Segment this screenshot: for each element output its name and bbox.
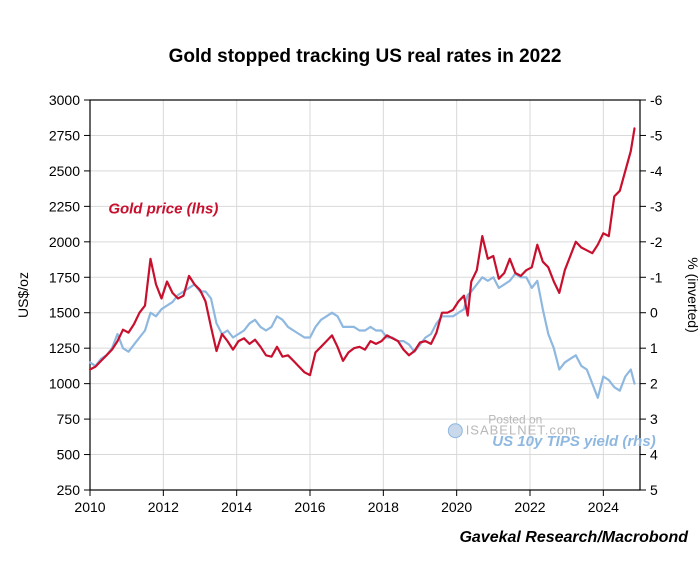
y-right-tick-label: 1 (650, 340, 658, 356)
y-left-tick-label: 2250 (49, 198, 80, 214)
y-left-tick-label: 2000 (49, 234, 80, 250)
y-right-tick-label: 2 (650, 376, 658, 392)
y-left-tick-label: 3000 (49, 92, 80, 108)
y-left-tick-label: 500 (57, 447, 81, 463)
x-tick-label: 2022 (514, 499, 545, 515)
chart-title: Gold stopped tracking US real rates in 2… (169, 46, 562, 67)
watermark-sub: ISABELNET.com (466, 423, 577, 438)
y-left-tick-label: 1000 (49, 376, 80, 392)
y-right-tick-label: 3 (650, 411, 658, 427)
y-left-tick-label: 2750 (49, 127, 80, 143)
y-right-tick-label: -3 (650, 198, 663, 214)
chart-svg: 2010201220142016201820202022202425050075… (0, 0, 700, 585)
y-left-tick-label: 2500 (49, 163, 80, 179)
chart-container: 2010201220142016201820202022202425050075… (0, 0, 700, 585)
x-tick-label: 2016 (294, 499, 325, 515)
y-left-tick-label: 1500 (49, 305, 80, 321)
x-tick-label: 2018 (368, 499, 399, 515)
y-left-tick-label: 1750 (49, 269, 80, 285)
y-left-axis-label: US$/oz (15, 272, 31, 318)
y-right-tick-label: -1 (650, 269, 663, 285)
y-left-tick-label: 750 (57, 411, 81, 427)
x-tick-label: 2012 (148, 499, 179, 515)
y-left-tick-label: 1250 (49, 340, 80, 356)
x-tick-label: 2020 (441, 499, 472, 515)
y-left-tick-label: 250 (57, 482, 81, 498)
y-right-tick-label: 0 (650, 305, 658, 321)
y-right-axis-label: % (inverted) (685, 257, 700, 332)
y-right-tick-label: 5 (650, 482, 658, 498)
y-right-tick-label: -2 (650, 234, 663, 250)
x-tick-label: 2024 (588, 499, 619, 515)
x-tick-label: 2014 (221, 499, 252, 515)
gold-series-label: Gold price (lhs) (108, 200, 218, 217)
globe-icon (448, 424, 462, 438)
x-tick-label: 2010 (74, 499, 105, 515)
y-right-tick-label: -6 (650, 92, 663, 108)
y-right-tick-label: -5 (650, 127, 663, 143)
source-label: Gavekal Research/Macrobond (459, 529, 689, 546)
y-right-tick-label: -4 (650, 163, 663, 179)
